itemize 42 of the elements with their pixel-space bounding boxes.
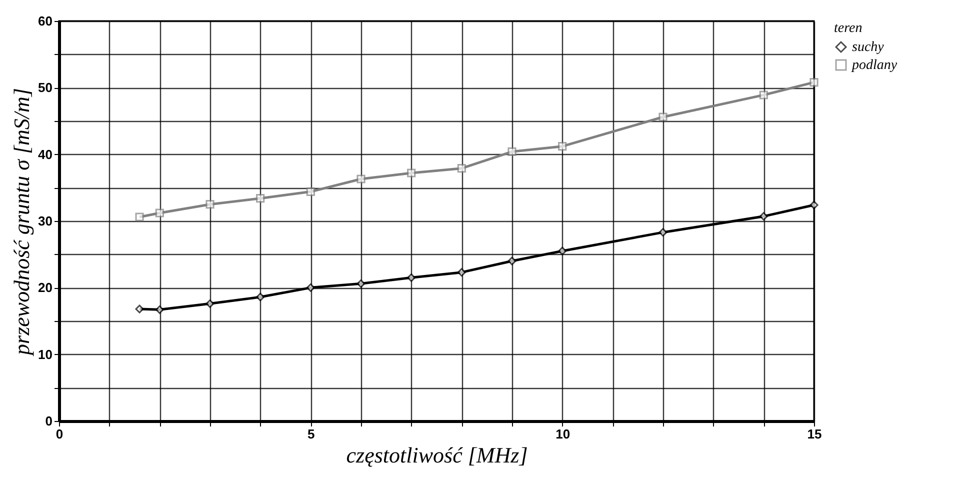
point — [558, 142, 567, 151]
y-tick-label: 60 — [38, 14, 52, 28]
x-tick-label: 5 — [308, 426, 315, 442]
point — [306, 187, 315, 196]
point — [658, 112, 668, 122]
point — [810, 78, 818, 87]
point — [558, 246, 567, 256]
point — [407, 273, 416, 282]
x-axis-title: częstotliwość [MHz] — [346, 442, 528, 468]
point — [206, 299, 214, 308]
point — [810, 200, 818, 210]
legend-title: teren — [834, 21, 862, 36]
point — [508, 147, 516, 156]
point — [135, 212, 144, 222]
point — [256, 292, 265, 302]
y-tick-label: 40 — [38, 146, 52, 162]
y-tick-label: 10 — [38, 346, 52, 362]
legend-label: podlany — [851, 58, 898, 73]
y-tick-label: 30 — [38, 214, 52, 228]
point — [135, 304, 144, 314]
point — [508, 256, 516, 266]
point — [759, 90, 768, 100]
legend-label: suchy — [852, 40, 885, 55]
point — [407, 168, 416, 178]
y-tick-label: 0 — [45, 414, 52, 428]
point — [356, 174, 366, 184]
point — [306, 283, 315, 292]
point — [457, 268, 466, 277]
point — [155, 305, 164, 314]
point — [457, 164, 466, 173]
point — [256, 194, 265, 203]
y-axis-title: przewodność gruntu σ [mS/m] — [9, 88, 34, 357]
point — [155, 208, 164, 218]
x-tick-label: 15 — [807, 426, 822, 442]
x-tick-label: 10 — [556, 426, 570, 442]
point — [206, 200, 214, 209]
y-tick-label: 20 — [38, 280, 52, 296]
x-tick-label: 0 — [56, 426, 64, 442]
point — [658, 228, 668, 237]
y-tick-label: 50 — [38, 80, 52, 96]
point — [759, 212, 768, 221]
point — [356, 279, 366, 288]
